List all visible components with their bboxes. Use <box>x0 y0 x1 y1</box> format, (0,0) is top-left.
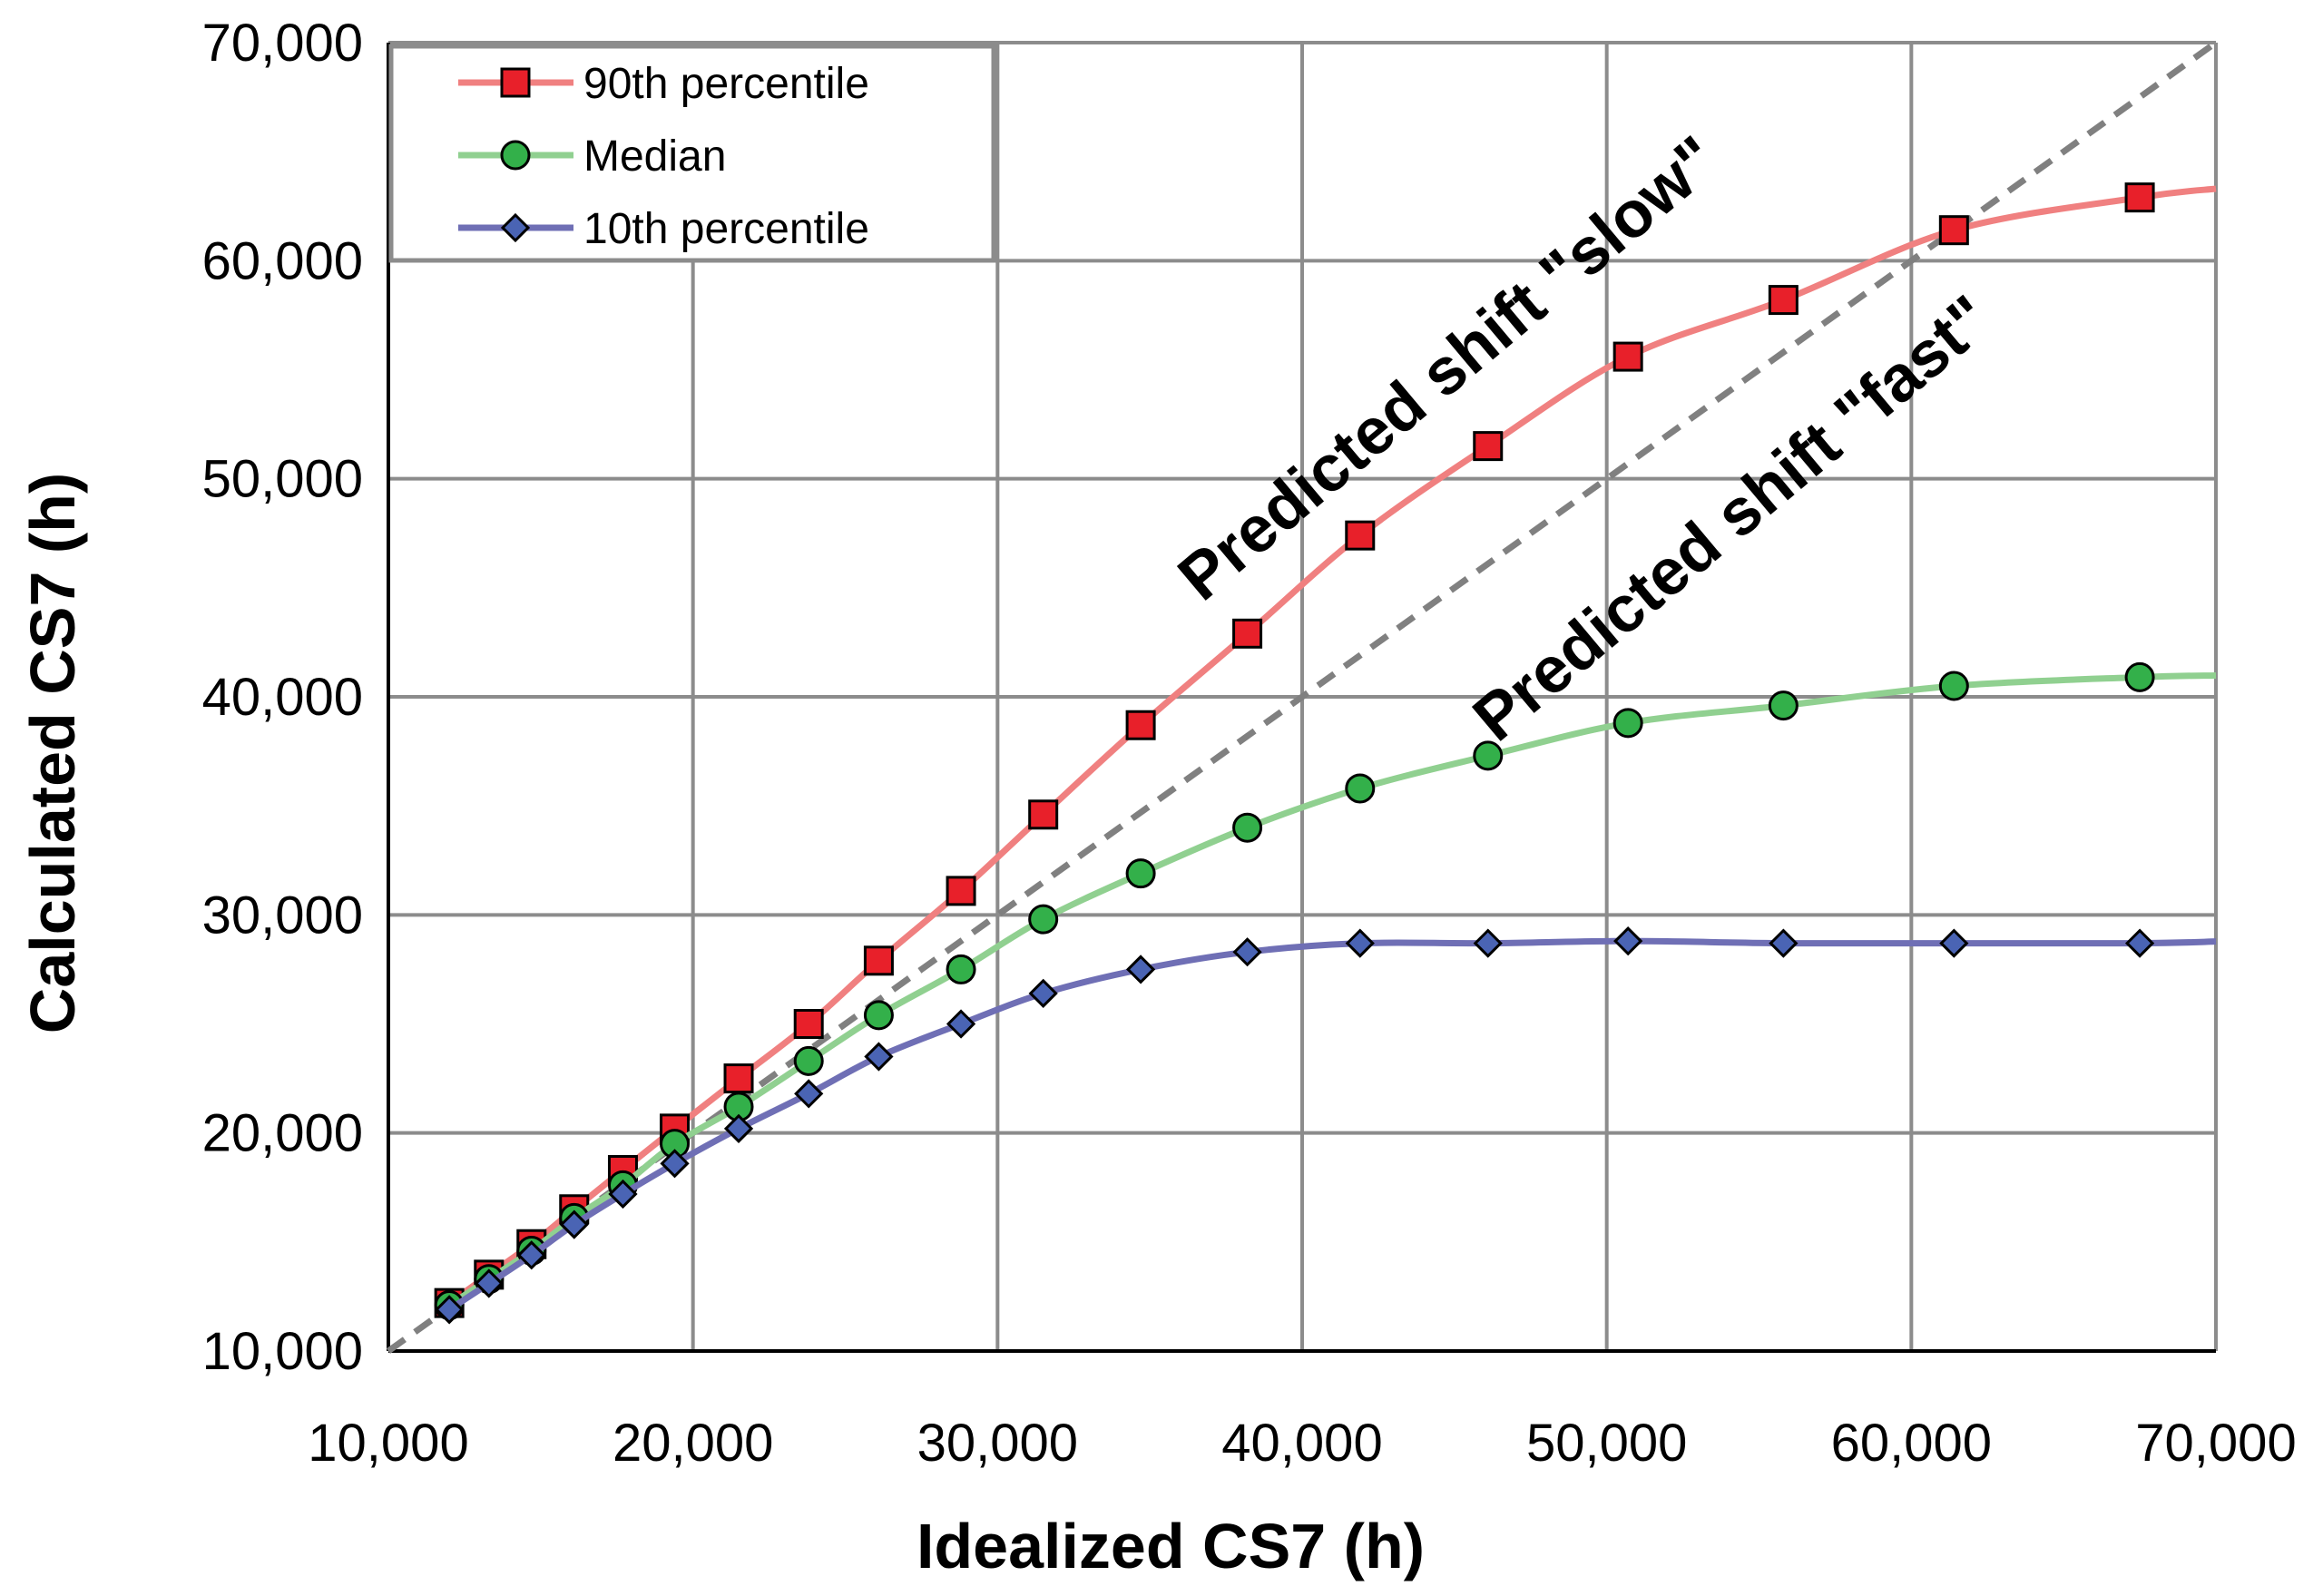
series-2 <box>435 926 2217 1325</box>
data-point <box>723 1063 754 1094</box>
data-point <box>1612 708 1643 739</box>
data-point <box>723 1113 754 1143</box>
annotations: Predicted shift "slow"Predicted shift "f… <box>1165 122 2004 755</box>
data-point <box>2124 182 2155 213</box>
y-tick-label: 60,000 <box>202 231 363 290</box>
data-point <box>1613 926 1643 956</box>
data-point <box>1028 978 1058 1008</box>
x-tick-label: 70,000 <box>2135 1414 2296 1473</box>
data-point <box>1473 740 1504 771</box>
series-line <box>447 937 2217 1313</box>
x-tick-label: 30,000 <box>917 1414 1078 1473</box>
data-point <box>946 954 976 984</box>
y-tick-labels: 10,000 20,000 30,000 40,000 50,000 60,000 70,0… <box>202 14 363 1381</box>
legend-label: 90th percentile <box>583 60 869 108</box>
data-point <box>946 876 976 906</box>
data-point <box>1769 928 1799 958</box>
data-point <box>863 1000 894 1031</box>
y-tick-label: 30,000 <box>202 886 363 945</box>
data-point <box>1938 215 1969 246</box>
legend-marker <box>500 140 531 171</box>
data-point <box>660 1149 690 1179</box>
x-tick-label: 60,000 <box>1831 1414 1992 1473</box>
data-point <box>1232 618 1263 649</box>
annotation-fast: Predicted shift "fast" <box>1460 281 2004 755</box>
data-point <box>1345 928 1375 958</box>
y-tick-label: 50,000 <box>202 450 363 509</box>
data-point <box>1612 341 1643 372</box>
data-point <box>946 1009 976 1039</box>
data-point <box>435 1295 465 1325</box>
data-point <box>1125 710 1156 740</box>
series-line <box>447 671 2217 1308</box>
data-point <box>1232 937 1262 967</box>
legend-label: Median <box>583 132 726 181</box>
series-1 <box>434 661 2217 1321</box>
data-point <box>1473 431 1504 462</box>
x-axis-title: Idealized CS7 (h) <box>916 1511 1425 1581</box>
data-point <box>1768 285 1799 316</box>
y-tick-label: 20,000 <box>202 1104 363 1163</box>
data-point <box>2124 661 2155 692</box>
data-point <box>1345 520 1376 551</box>
x-tick-label: 50,000 <box>1526 1414 1687 1473</box>
data-point <box>1473 928 1503 958</box>
y-tick-label: 40,000 <box>202 668 363 727</box>
data-point <box>1028 904 1059 935</box>
y-tick-label: 70,000 <box>202 14 363 73</box>
data-point <box>608 1179 638 1209</box>
annotation-slow: Predicted shift "slow" <box>1165 122 1732 614</box>
data-point <box>559 1209 589 1239</box>
data-point <box>660 1113 691 1144</box>
y-tick-label: 10,000 <box>202 1322 363 1381</box>
data-point <box>793 1009 824 1039</box>
legend-marker <box>500 212 531 243</box>
data-point <box>1125 858 1156 889</box>
data-point <box>1345 773 1376 804</box>
data-point <box>793 1045 824 1076</box>
legend: 90th percentile Median 10th percentile <box>388 44 996 263</box>
data-point <box>2124 928 2155 958</box>
data-point <box>1939 928 1969 958</box>
data-point <box>1232 812 1263 843</box>
x-tick-label: 40,000 <box>1221 1414 1382 1473</box>
x-tick-label: 20,000 <box>613 1414 773 1473</box>
legend-marker <box>500 67 531 98</box>
legend-label: 10th percentile <box>583 205 869 253</box>
x-tick-labels: 10,000 20,000 30,000 40,000 50,000 60,000 70,0… <box>308 1414 2296 1473</box>
data-point <box>863 945 894 976</box>
data-point <box>864 1042 894 1072</box>
data-point <box>1125 955 1156 984</box>
y-axis-title: Calculated CS7 (h) <box>17 473 88 1033</box>
data-point <box>1938 671 1969 701</box>
data-point <box>516 1240 546 1270</box>
series-layer <box>434 182 2217 1325</box>
data-point <box>474 1268 504 1298</box>
data-point <box>794 1079 824 1109</box>
data-point <box>1028 799 1059 830</box>
data-point <box>1768 690 1799 721</box>
x-tick-label: 10,000 <box>308 1414 468 1473</box>
